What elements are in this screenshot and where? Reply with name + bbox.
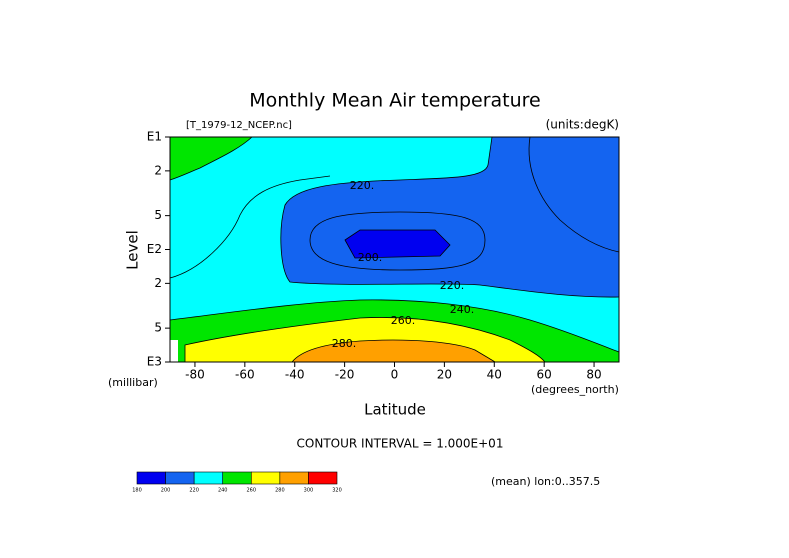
x-axis-label: Latitude: [364, 401, 426, 419]
contour-interval: CONTOUR INTERVAL = 1.000E+01: [297, 437, 504, 451]
missing-data: [170, 340, 178, 362]
y-tick-label: 5: [154, 321, 162, 335]
colorbar-box: [193, 471, 224, 485]
plot-area: 220. 200. 220. 240. 260. 280.: [169, 136, 620, 363]
contour-label: 260.: [391, 314, 416, 327]
colorbar-box: [165, 471, 195, 485]
units-label: (units:degK): [546, 118, 619, 132]
colorbar-box: [250, 471, 281, 485]
colorbar-label: 240: [218, 488, 228, 494]
x-tick-label: 0: [391, 368, 399, 382]
colorbar-box: [308, 471, 338, 485]
x-unit-label: (degrees_north): [531, 383, 619, 396]
colorbar-label: 180: [132, 488, 142, 494]
colorbar-label: 320: [332, 488, 342, 494]
chart-title: Monthly Mean Air temperature: [249, 90, 540, 112]
contour-fill: [291, 339, 497, 363]
y-axis-label: Level: [124, 230, 142, 270]
x-tick-label: 40: [487, 368, 502, 382]
contour-label: 240.: [450, 303, 475, 316]
colorbar-box: [222, 471, 252, 485]
contour-line: [169, 175, 331, 279]
x-tick-label: -80: [185, 368, 205, 382]
x-tick-label: -20: [335, 368, 355, 382]
x-tick-label: 20: [437, 368, 452, 382]
colorbar-label: 200: [161, 488, 171, 494]
contour-line: [309, 211, 486, 271]
subtitle: [T_1979-12_NCEP.nc]: [186, 120, 292, 131]
colorbar-box: [136, 471, 166, 485]
contour-label: 220.: [440, 279, 465, 292]
colorbar-label: 280: [275, 488, 285, 494]
y-unit-label: (millibar): [108, 376, 158, 389]
x-tick-label: -60: [235, 368, 255, 382]
x-tick-label: 60: [537, 368, 552, 382]
y-tick-label: 5: [154, 208, 162, 222]
y-tick-label: 2: [154, 276, 162, 290]
contour-label: 280.: [332, 337, 357, 350]
y-tick-label: E3: [147, 355, 162, 369]
y-tick-label: E1: [147, 130, 162, 144]
contour-label: 220.: [350, 179, 375, 192]
y-tick-label: 2: [154, 163, 162, 177]
contour-fill: [344, 229, 451, 259]
x-tick-label: 80: [586, 368, 601, 382]
contour-line: [528, 136, 620, 253]
colorbar-label: 260: [247, 488, 257, 494]
colorbar-label: 220: [189, 488, 199, 494]
y-tick-label: E2: [147, 242, 162, 256]
x-tick-label: -40: [285, 368, 305, 382]
colorbar-box: [279, 471, 309, 485]
contour-label: 200.: [358, 251, 383, 264]
colorbar-label: 300: [304, 488, 314, 494]
footnote: (mean) lon:0..357.5: [491, 475, 600, 488]
contour-fill: [169, 136, 254, 181]
